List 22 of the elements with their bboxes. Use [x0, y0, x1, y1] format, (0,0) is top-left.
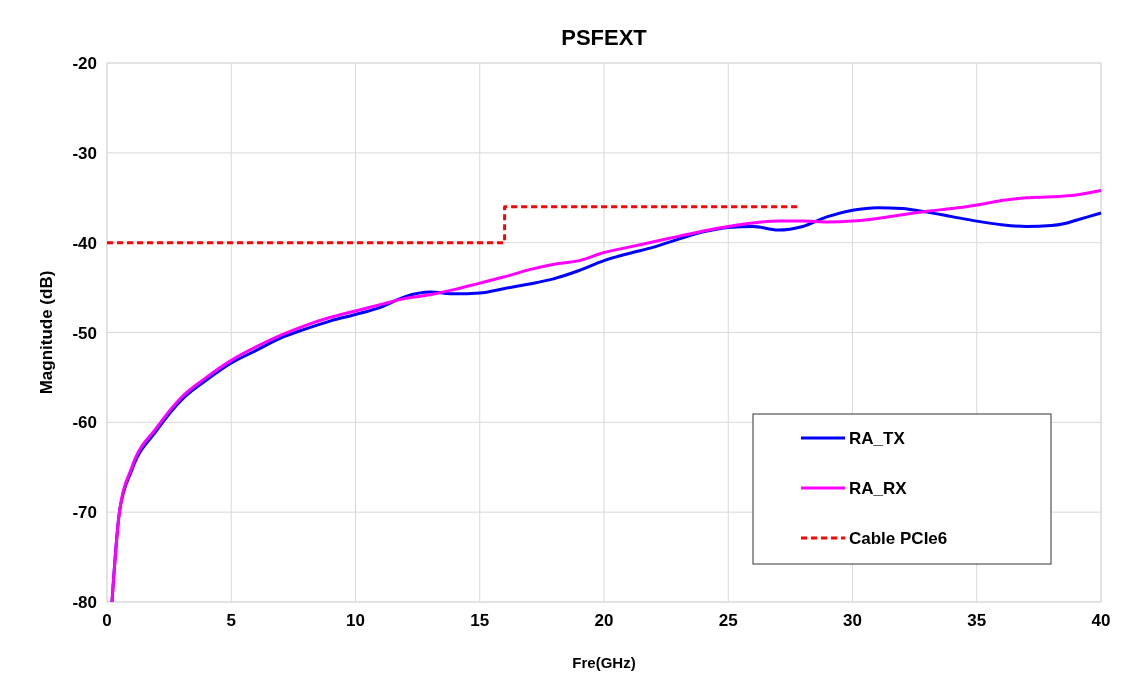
x-tick-label: 5 — [226, 611, 236, 630]
x-tick-label: 0 — [102, 611, 112, 630]
x-tick-label: 35 — [967, 611, 987, 630]
x-axis-title: Fre(GHz) — [572, 654, 636, 671]
x-tick-label: 25 — [718, 611, 738, 630]
x-tick-label: 20 — [594, 611, 614, 630]
chart-title: PSFEXT — [561, 25, 648, 50]
y-axis-title: Magnitude (dB) — [37, 270, 56, 395]
x-tick-label: 40 — [1091, 611, 1111, 630]
legend-label: Cable PCIe6 — [849, 529, 948, 548]
x-tick-label: 30 — [843, 611, 862, 630]
x-tick-label: 15 — [470, 611, 490, 630]
y-tick-label: -70 — [72, 503, 97, 523]
y-tick-label: -60 — [72, 413, 97, 433]
x-tick-label: 10 — [346, 611, 365, 630]
legend-label: RA_TX — [849, 429, 906, 448]
y-tick-label: -80 — [72, 593, 97, 612]
y-tick-label: -20 — [72, 54, 97, 73]
y-tick-label: -50 — [72, 323, 97, 343]
legend-label: RA_RX — [849, 479, 908, 498]
y-tick-label: -40 — [72, 233, 97, 253]
y-tick-label: -30 — [72, 143, 97, 163]
